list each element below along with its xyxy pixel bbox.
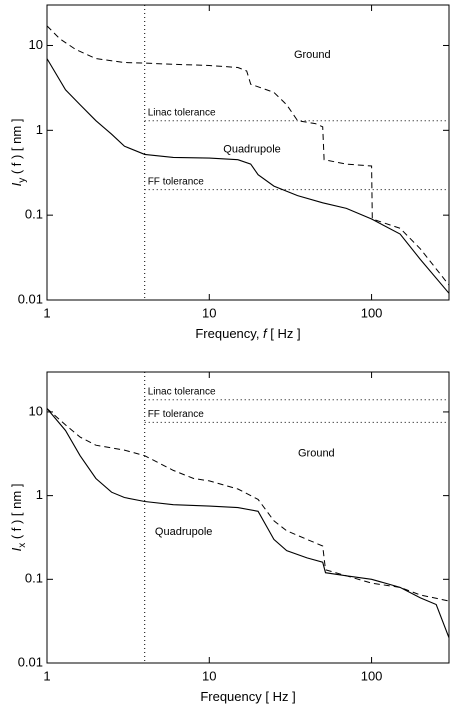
series-line bbox=[46, 408, 450, 602]
x-label-part: Frequency, bbox=[195, 326, 263, 341]
series-label: FF tolerance bbox=[148, 176, 205, 187]
y-label-part: x bbox=[17, 543, 28, 548]
x-axis-label: Frequency [ Hz ] bbox=[200, 689, 295, 704]
y-tick-label: 1 bbox=[36, 487, 43, 502]
series-line bbox=[46, 58, 450, 294]
series-line bbox=[46, 25, 450, 286]
plot-frame bbox=[46, 371, 450, 664]
x-tick-label: 100 bbox=[361, 668, 383, 683]
x-label-part: [ Hz ] bbox=[267, 326, 301, 341]
y-axis-label: Ix ( f ) [ nm ] bbox=[9, 484, 27, 552]
series-label: Quadrupole bbox=[223, 143, 281, 155]
series-label: Quadrupole bbox=[155, 526, 213, 538]
plot-frame bbox=[46, 4, 450, 301]
x-tick-label: 1 bbox=[43, 668, 50, 683]
x-tick-label: 10 bbox=[202, 305, 216, 320]
x-label-part: Frequency [ Hz ] bbox=[200, 689, 295, 704]
y-label-part: ( f ) [ nm ] bbox=[9, 119, 24, 178]
x-label-part: f bbox=[263, 326, 268, 341]
series-label: FF tolerance bbox=[148, 409, 205, 420]
y-tick-label: 0.1 bbox=[25, 571, 43, 586]
series-label: Ground bbox=[298, 447, 335, 459]
panel: 1 10 100 0.01 0.1 1 10 Frequency [ Hz ] Ix ( f )… bbox=[9, 371, 450, 704]
y-label-part: I bbox=[9, 547, 24, 551]
y-tick-label: 0.01 bbox=[18, 291, 43, 306]
series-line bbox=[46, 408, 450, 638]
y-label-part: ( f ) [ nm ] bbox=[9, 484, 24, 543]
y-tick-label: 1 bbox=[36, 122, 43, 137]
y-tick-label: 10 bbox=[29, 37, 43, 52]
x-axis-label: Frequency, f [ Hz ] bbox=[195, 326, 300, 341]
series-label: Ground bbox=[294, 49, 331, 61]
x-tick-label: 100 bbox=[361, 305, 383, 320]
y-tick-label: 0.01 bbox=[18, 654, 43, 669]
series-label: Linac tolerance bbox=[148, 107, 216, 118]
y-axis-label: Iy ( f ) [ nm ] bbox=[9, 119, 27, 187]
x-tick-label: 10 bbox=[202, 668, 216, 683]
x-tick-label: 1 bbox=[43, 305, 50, 320]
series-label: Linac tolerance bbox=[148, 386, 216, 397]
y-label-part: y bbox=[17, 178, 28, 183]
y-tick-label: 0.1 bbox=[25, 207, 43, 222]
y-label-part: I bbox=[9, 182, 24, 186]
y-tick-label: 10 bbox=[29, 403, 43, 418]
panel: 1 10 100 0.01 0.1 1 10 Frequency, f [ Hz ] Iy ( … bbox=[9, 4, 450, 341]
